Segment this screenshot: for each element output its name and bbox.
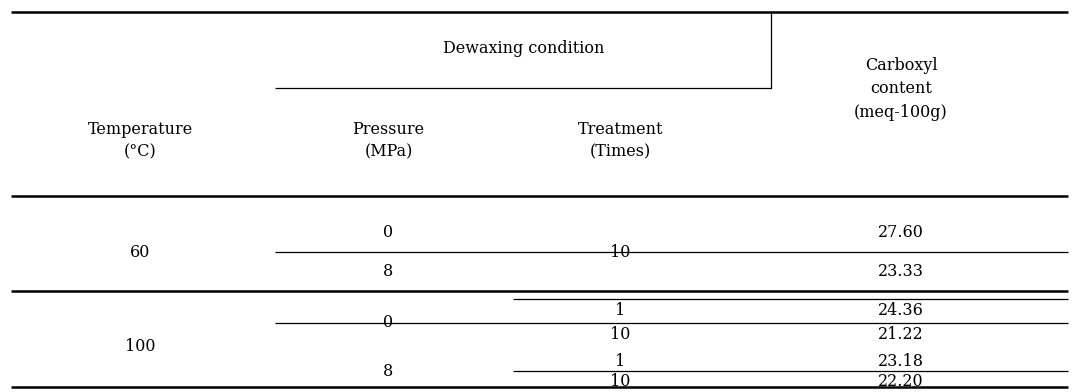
Text: Dewaxing condition: Dewaxing condition	[442, 40, 604, 57]
Text: 60: 60	[131, 244, 150, 261]
Text: Pressure
(MPa): Pressure (MPa)	[353, 121, 424, 160]
Text: 10: 10	[611, 244, 630, 261]
Text: 8: 8	[383, 363, 394, 380]
Text: 0: 0	[383, 224, 394, 241]
Text: 0: 0	[383, 314, 394, 331]
Text: 10: 10	[611, 373, 630, 390]
Text: 100: 100	[125, 338, 155, 355]
Text: 24.36: 24.36	[878, 302, 924, 319]
Text: Carboxyl
content
(meq-100g): Carboxyl content (meq-100g)	[855, 57, 947, 121]
Text: Treatment
(Times): Treatment (Times)	[577, 121, 664, 160]
Text: 1: 1	[615, 353, 626, 370]
Text: 21.22: 21.22	[878, 326, 924, 343]
Text: 22.20: 22.20	[878, 373, 924, 390]
Text: 23.18: 23.18	[878, 353, 924, 370]
Text: 8: 8	[383, 263, 394, 280]
Text: 27.60: 27.60	[878, 224, 924, 241]
Text: 10: 10	[611, 326, 630, 343]
Text: 23.33: 23.33	[878, 263, 924, 280]
Text: 1: 1	[615, 302, 626, 319]
Text: Temperature
(°C): Temperature (°C)	[87, 121, 193, 160]
